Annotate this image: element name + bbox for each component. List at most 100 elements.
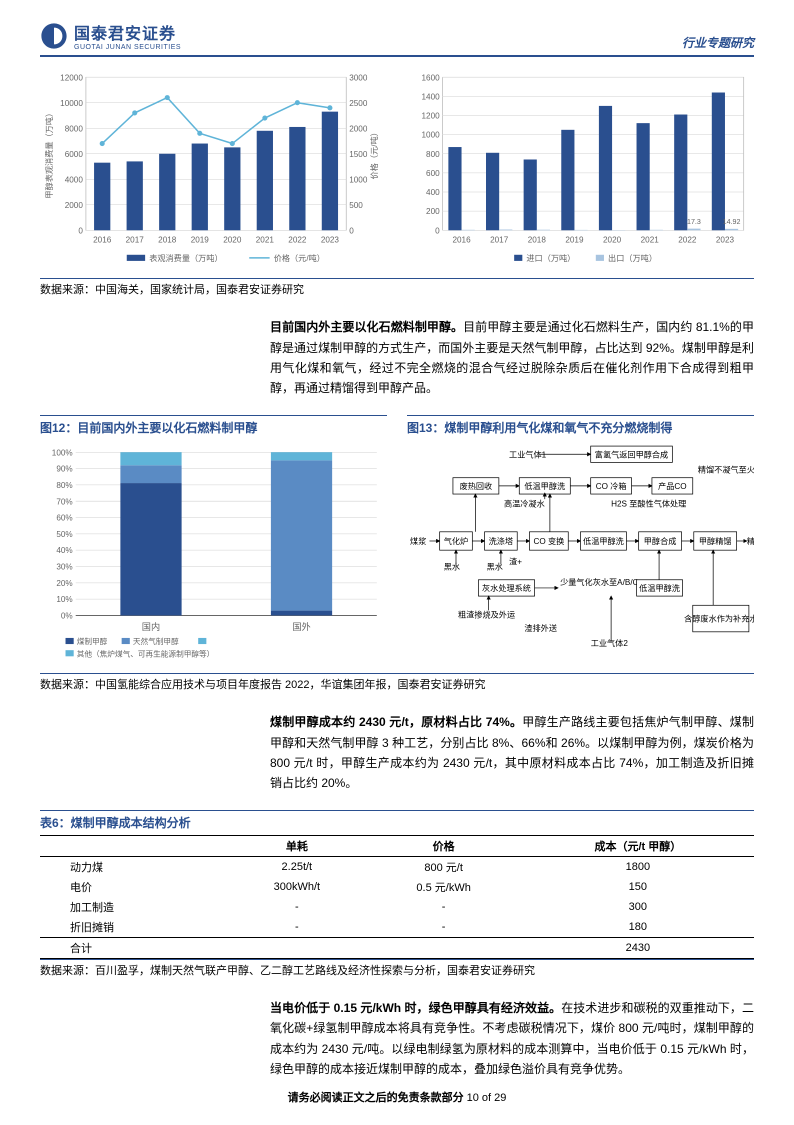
- svg-text:2017: 2017: [126, 236, 145, 245]
- svg-text:30%: 30%: [56, 562, 72, 571]
- svg-text:2022: 2022: [678, 236, 697, 245]
- svg-text:气化炉: 气化炉: [444, 536, 468, 546]
- source-1: 数据来源：中国海关，国家统计局，国泰君安证券研究: [40, 278, 754, 297]
- svg-text:甲醇合成: 甲醇合成: [644, 536, 677, 546]
- svg-text:2016: 2016: [452, 236, 471, 245]
- svg-text:1400: 1400: [422, 92, 441, 101]
- svg-text:产品CO: 产品CO: [658, 481, 687, 491]
- company-name-en: GUOTAI JUNAN SECURITIES: [74, 44, 181, 51]
- svg-text:1000: 1000: [422, 131, 441, 140]
- table-header: 单耗: [228, 835, 365, 856]
- table-row: 合计2430: [40, 937, 754, 958]
- svg-text:2017: 2017: [490, 236, 509, 245]
- svg-text:2500: 2500: [349, 99, 368, 108]
- svg-text:甲醇表观消费量（万吨）: 甲醇表观消费量（万吨）: [44, 109, 54, 199]
- table-header: 价格: [366, 835, 522, 856]
- process-flow-diagram: 工业气体1富氢气返回甲醇合成废热回收低温甲醇洗CO 冷箱产品CO精馏不凝气至火炬…: [407, 442, 754, 667]
- fig12-title: 图12：目前国内外主要以化石燃料制甲醇: [40, 415, 387, 436]
- svg-text:2023: 2023: [321, 236, 340, 245]
- table-row: 加工制造--300: [40, 897, 754, 917]
- svg-text:100%: 100%: [52, 448, 73, 457]
- logo-icon: [40, 22, 68, 50]
- svg-text:0: 0: [349, 226, 354, 235]
- para1-bold: 目前国内外主要以化石燃料制甲醇。: [270, 320, 463, 334]
- svg-text:灰水处理系统: 灰水处理系统: [482, 583, 531, 593]
- svg-text:2021: 2021: [256, 236, 275, 245]
- svg-text:12000: 12000: [60, 73, 83, 82]
- svg-text:表观消费量（万吨）: 表观消费量（万吨）: [149, 253, 222, 263]
- doc-type: 行业专题研究: [682, 34, 754, 51]
- svg-text:800: 800: [426, 150, 440, 159]
- svg-text:工业气体2: 工业气体2: [591, 638, 629, 648]
- table-row: 动力煤2.25t/t800 元/t1800: [40, 856, 754, 877]
- svg-text:2021: 2021: [641, 236, 660, 245]
- svg-text:渣+: 渣+: [509, 556, 522, 566]
- svg-text:国内: 国内: [142, 620, 160, 631]
- logo: 国泰君安证券 GUOTAI JUNAN SECURITIES: [40, 20, 181, 51]
- svg-text:废热回收: 废热回收: [460, 481, 493, 491]
- svg-text:20%: 20%: [56, 579, 72, 588]
- svg-text:3000: 3000: [349, 73, 368, 82]
- svg-text:出口（万吨）: 出口（万吨）: [608, 253, 657, 263]
- svg-text:4000: 4000: [65, 175, 84, 184]
- svg-text:0: 0: [78, 226, 83, 235]
- svg-text:2016: 2016: [93, 236, 112, 245]
- svg-text:2022: 2022: [288, 236, 307, 245]
- company-name-cn: 国泰君安证券: [74, 20, 181, 44]
- svg-text:6000: 6000: [65, 150, 84, 159]
- svg-text:80%: 80%: [56, 481, 72, 490]
- svg-text:精馏不凝气至火炬: 精馏不凝气至火炬: [698, 464, 754, 474]
- chart-consumption-price: 0 2000 4000 6000 8000 10000 12000 0 500 1000 1500 2…: [40, 67, 387, 274]
- footer-text: 请务必阅读正文之后的免责条款部分: [288, 1092, 464, 1104]
- svg-text:洗涤塔: 洗涤塔: [489, 536, 513, 546]
- svg-text:1000: 1000: [349, 175, 368, 184]
- page-header: 国泰君安证券 GUOTAI JUNAN SECURITIES 行业专题研究: [40, 20, 754, 57]
- fig13-title: 图13：煤制甲醇利用气化煤和氧气不充分燃烧制得: [407, 415, 754, 436]
- svg-text:渣排外送: 渣排外送: [524, 622, 557, 632]
- table-header: 成本（元/t 甲醇）: [522, 835, 754, 856]
- svg-text:黑水: 黑水: [487, 561, 503, 571]
- svg-text:国外: 国外: [292, 620, 310, 631]
- svg-text:0: 0: [435, 226, 440, 235]
- svg-text:1500: 1500: [349, 150, 368, 159]
- paragraph-3: 当电价低于 0.15 元/kWh 时，绿色甲醇具有经济效益。在技术进步和碳税的双…: [270, 998, 754, 1080]
- footer-page: 10 of 29: [467, 1092, 507, 1104]
- paragraph-1: 目前国内外主要以化石燃料制甲醇。目前甲醇主要是通过化石燃料生产，国内约 81.1…: [270, 317, 754, 399]
- chart-fossil-fuel-share: 0%10%20%30%40%50%60%70%80%90%100%国内国外煤制甲…: [40, 442, 387, 667]
- source-3: 数据来源：百川盈孚，煤制天然气联产甲醇、乙二醇工艺路线及经济性探索与分析，国泰君…: [40, 959, 754, 978]
- svg-text:70%: 70%: [56, 497, 72, 506]
- svg-text:2023: 2023: [716, 236, 735, 245]
- svg-text:其他（焦炉煤气、可再生能源制甲醇等）: 其他（焦炉煤气、可再生能源制甲醇等）: [77, 648, 215, 658]
- svg-text:高温冷凝水: 高温冷凝水: [504, 498, 545, 508]
- svg-text:价格（元/吨）: 价格（元/吨）: [369, 128, 379, 179]
- svg-text:低温甲醇洗: 低温甲醇洗: [524, 481, 565, 491]
- svg-text:500: 500: [349, 201, 363, 210]
- svg-text:10000: 10000: [60, 99, 83, 108]
- svg-text:17.3: 17.3: [687, 218, 701, 226]
- svg-text:2000: 2000: [349, 124, 368, 133]
- charts-row-1: 0200040006000800010000120000500100015002…: [40, 67, 754, 274]
- svg-text:天然气制甲醇: 天然气制甲醇: [133, 636, 179, 646]
- svg-text:60%: 60%: [56, 513, 72, 522]
- figure-row: 图12：目前国内外主要以化石燃料制甲醇 0%10%20%30%40%50%60%…: [40, 415, 754, 670]
- cost-table: 单耗价格成本（元/t 甲醇） 动力煤2.25t/t800 元/t1800电价30…: [40, 835, 754, 959]
- svg-text:8000: 8000: [65, 124, 84, 133]
- svg-text:2018: 2018: [528, 236, 547, 245]
- page-footer: 请务必阅读正文之后的免责条款部分 10 of 29: [0, 1089, 794, 1105]
- svg-text:H2S 至酸性气体处理: H2S 至酸性气体处理: [611, 498, 686, 508]
- svg-text:2000: 2000: [65, 201, 84, 210]
- svg-text:400: 400: [426, 188, 440, 197]
- table-row: 电价300kWh/t0.5 元/kWh150: [40, 877, 754, 897]
- svg-text:粗渣掺烧及外运: 粗渣掺烧及外运: [458, 609, 515, 619]
- svg-text:少量气化灰水至A/B/O: 少量气化灰水至A/B/O: [560, 577, 639, 587]
- svg-text:14.92: 14.92: [723, 218, 741, 226]
- svg-text:1200: 1200: [422, 112, 441, 121]
- svg-text:2019: 2019: [565, 236, 584, 245]
- svg-text:进口（万吨）: 进口（万吨）: [526, 253, 575, 263]
- chart-import-export: 0200400600800100012001400160020162017201…: [407, 67, 754, 274]
- svg-text:2020: 2020: [603, 236, 622, 245]
- svg-text:低温甲醇洗: 低温甲醇洗: [583, 536, 624, 546]
- svg-text:含醇废水作为补充水: 含醇废水作为补充水: [684, 613, 754, 623]
- para3-bold: 当电价低于 0.15 元/kWh 时，绿色甲醇具有经济效益。: [270, 1001, 561, 1015]
- svg-text:2018: 2018: [158, 236, 177, 245]
